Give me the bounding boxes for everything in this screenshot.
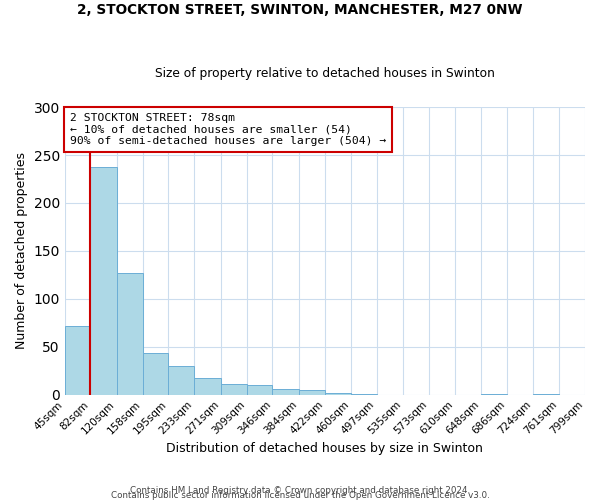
Bar <box>91 166 116 394</box>
Bar <box>272 389 299 394</box>
Bar <box>194 378 221 394</box>
Bar <box>247 385 272 394</box>
Bar <box>299 390 325 394</box>
X-axis label: Distribution of detached houses by size in Swinton: Distribution of detached houses by size … <box>166 442 484 455</box>
Text: 2, STOCKTON STREET, SWINTON, MANCHESTER, M27 0NW: 2, STOCKTON STREET, SWINTON, MANCHESTER,… <box>77 2 523 16</box>
Bar <box>143 352 168 395</box>
Text: Contains public sector information licensed under the Open Government Licence v3: Contains public sector information licen… <box>110 490 490 500</box>
Bar <box>221 384 247 394</box>
Y-axis label: Number of detached properties: Number of detached properties <box>15 152 28 350</box>
Text: Contains HM Land Registry data © Crown copyright and database right 2024.: Contains HM Land Registry data © Crown c… <box>130 486 470 495</box>
Bar <box>325 393 351 394</box>
Text: 2 STOCKTON STREET: 78sqm
← 10% of detached houses are smaller (54)
90% of semi-d: 2 STOCKTON STREET: 78sqm ← 10% of detach… <box>70 113 386 146</box>
Bar <box>65 326 91 394</box>
Title: Size of property relative to detached houses in Swinton: Size of property relative to detached ho… <box>155 66 495 80</box>
Bar <box>116 273 143 394</box>
Bar <box>168 366 194 394</box>
